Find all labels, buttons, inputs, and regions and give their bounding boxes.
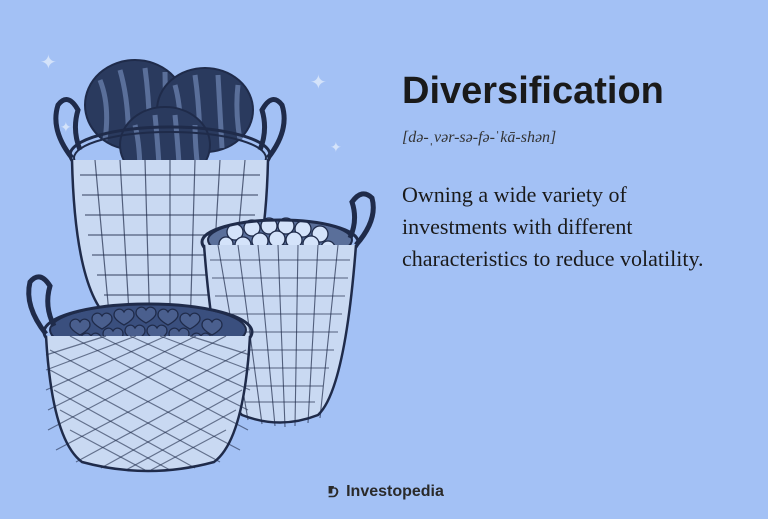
baskets-illustration: ✦ ✦ ✦ ✦ ✦ [0,0,384,519]
investopedia-icon [324,483,342,501]
term-title: Diversification [402,70,728,113]
term-definition: Owning a wide variety of investments wit… [402,179,728,275]
brand-name: Investopedia [346,483,444,501]
definition-text-panel: Diversification [də-ˌvər-sə-fə-ˈkā-shən]… [384,0,768,519]
brand-logo: Investopedia [324,483,444,501]
definition-card: ✦ ✦ ✦ ✦ ✦ [0,0,768,519]
baskets-svg [0,10,380,490]
term-pronunciation: [də-ˌvər-sə-fə-ˈkā-shən] [402,129,728,147]
